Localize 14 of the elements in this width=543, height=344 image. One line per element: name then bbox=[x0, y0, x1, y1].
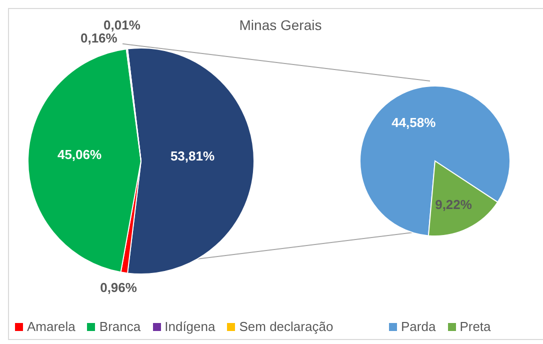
data-label: 44,58% bbox=[392, 114, 436, 130]
legend-label: Preta bbox=[460, 319, 491, 334]
data-label: 0,16% bbox=[80, 30, 118, 46]
data-label: 0,01% bbox=[104, 17, 141, 32]
legend-label: Sem declaração bbox=[239, 319, 334, 334]
data-label: 9,22% bbox=[435, 197, 472, 212]
data-label: 0,96% bbox=[100, 280, 138, 296]
legend-label: Amarela bbox=[27, 319, 76, 334]
legend-label: Parda bbox=[401, 319, 436, 334]
chart-title: Minas Gerais bbox=[239, 17, 322, 33]
data-label: 53,81% bbox=[170, 148, 215, 164]
legend-label: Branca bbox=[99, 319, 141, 334]
data-label: 45,06% bbox=[57, 147, 102, 162]
legend-label: Indígena bbox=[164, 319, 216, 334]
